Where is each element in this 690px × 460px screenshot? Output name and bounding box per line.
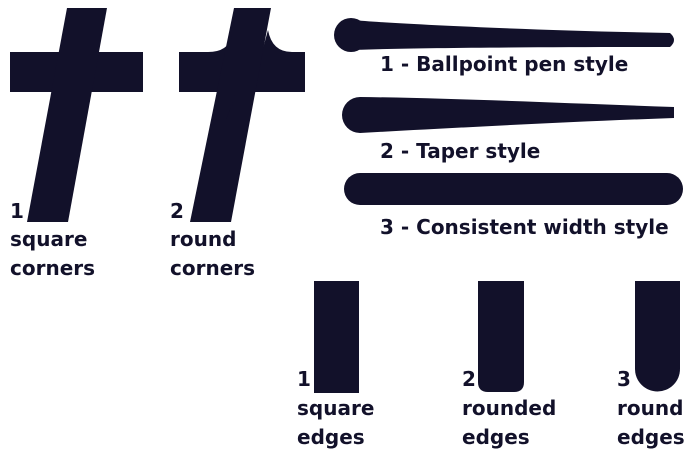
consistent-width-stroke bbox=[344, 173, 683, 205]
corner-label-line1: round bbox=[170, 227, 236, 251]
square-edges-bar bbox=[314, 281, 359, 393]
edge-label-line1: round bbox=[617, 396, 683, 420]
edge-label-line2: edges bbox=[617, 425, 685, 449]
edge-label-1: 1 square edges bbox=[297, 367, 374, 449]
edge-label-line1: square bbox=[297, 396, 374, 420]
square-corners-cross bbox=[10, 8, 143, 222]
edge-label-line2: edges bbox=[297, 425, 365, 449]
cross-corner-fillet bbox=[208, 36, 242, 52]
corner-label-number: 2 bbox=[170, 199, 184, 223]
taper-style-label: 2 - Taper style bbox=[380, 139, 540, 163]
rounded-edges-bar bbox=[478, 281, 524, 392]
taper-stroke bbox=[342, 97, 674, 133]
edge-label-3: 3 round edges bbox=[617, 367, 685, 449]
stroke-body bbox=[351, 20, 674, 50]
ballpoint-style-label: 1 - Ballpoint pen style bbox=[380, 52, 628, 76]
edge-label-number: 3 bbox=[617, 367, 631, 391]
cross-vertical-stroke bbox=[27, 8, 107, 222]
consistent-style-label: 3 - Consistent width style bbox=[380, 215, 669, 239]
ballpoint-pen-stroke bbox=[334, 18, 674, 52]
round-corners-cross bbox=[179, 8, 305, 222]
corner-label-2: 2 round corners bbox=[170, 199, 255, 280]
corner-label-1: 1 square corners bbox=[10, 199, 95, 280]
edge-label-line1: rounded bbox=[462, 396, 556, 420]
edge-label-number: 2 bbox=[462, 367, 476, 391]
cross-vertical-stroke bbox=[190, 8, 271, 222]
corner-label-line2: corners bbox=[10, 256, 95, 280]
edge-label-2: 2 rounded edges bbox=[462, 367, 556, 449]
corner-label-line2: corners bbox=[170, 256, 255, 280]
cross-corner-fillet bbox=[262, 30, 292, 52]
corner-label-line1: square bbox=[10, 227, 87, 251]
round-edges-bar bbox=[635, 281, 680, 392]
edge-label-number: 1 bbox=[297, 367, 311, 391]
edge-label-line2: edges bbox=[462, 425, 530, 449]
corner-label-number: 1 bbox=[10, 199, 24, 223]
